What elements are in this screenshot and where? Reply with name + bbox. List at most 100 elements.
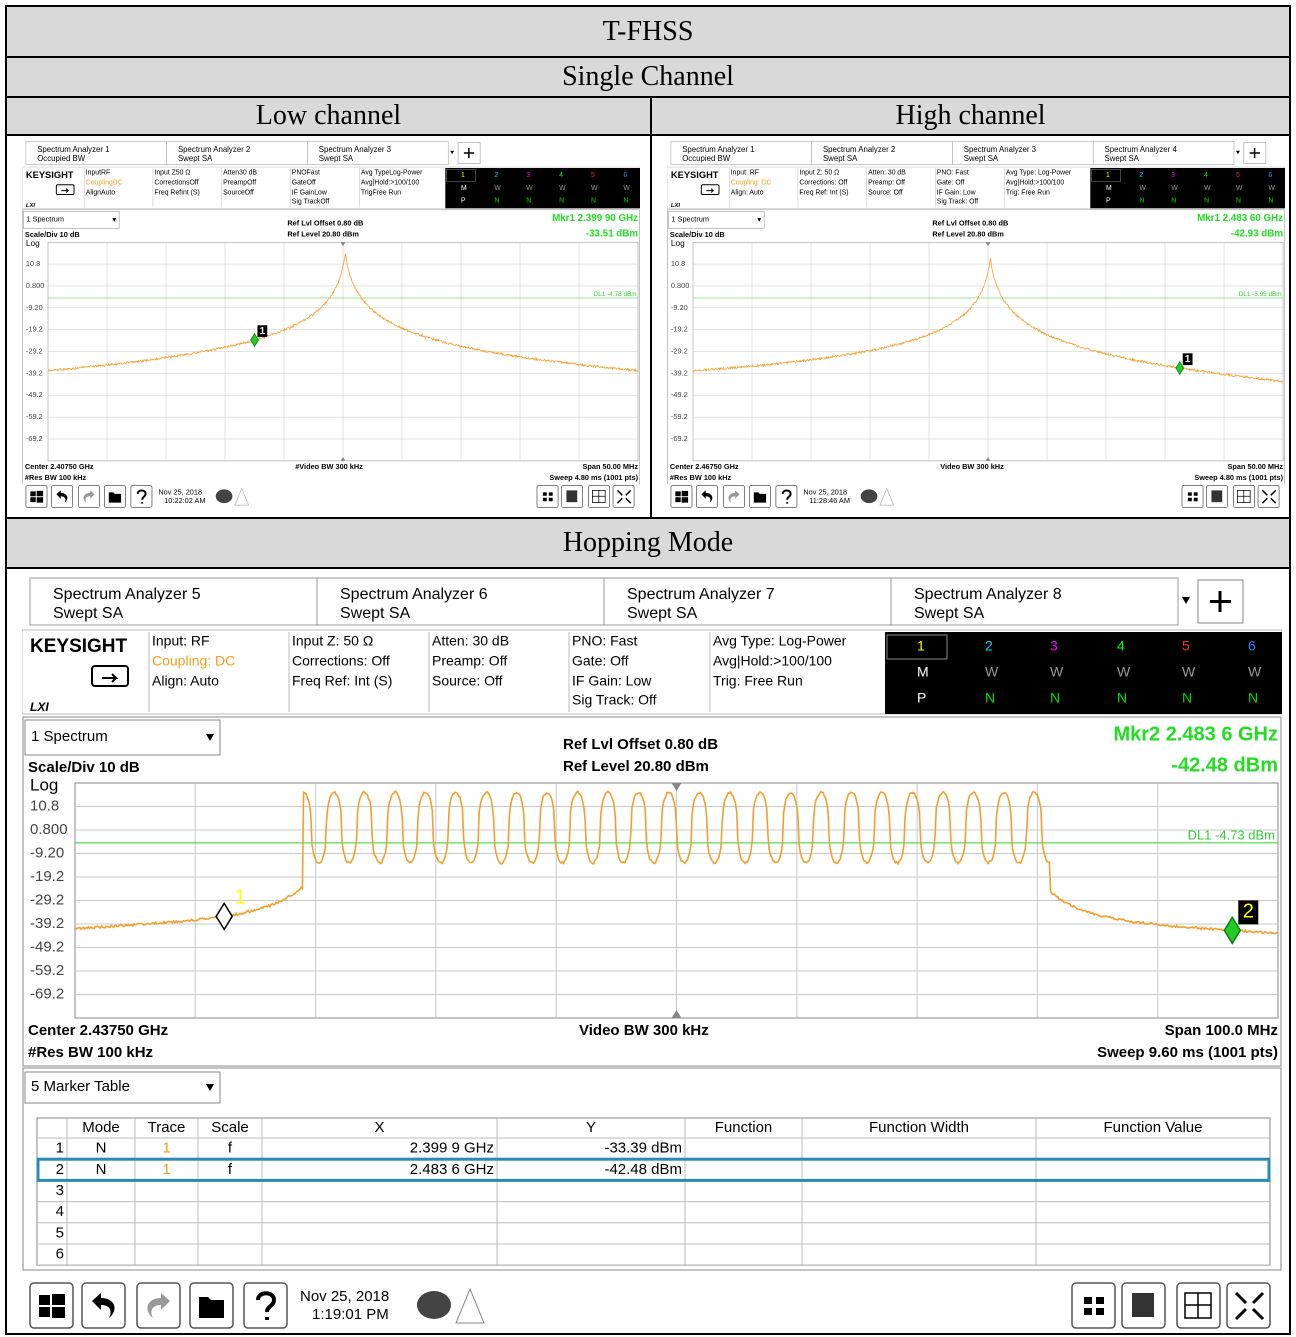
trace-state: P [461, 198, 466, 205]
res-bw: #Res BW 100 kHz [25, 473, 87, 482]
trace-panel [1090, 168, 1285, 209]
y-label: 0.800 [30, 821, 68, 838]
add-icon [1210, 591, 1231, 612]
chat-icon [215, 489, 233, 504]
zoom-icon [1234, 1291, 1265, 1321]
toolbar-button [1181, 485, 1204, 508]
display-icon-arrow [706, 188, 715, 193]
table-header: Function [715, 1119, 773, 1136]
trace-state: P [1106, 198, 1111, 205]
y-label: -59.2 [26, 412, 43, 421]
zoom-icon [1261, 489, 1277, 504]
marker [250, 332, 259, 348]
res-bw: #Res BW 100 kHz [28, 1044, 153, 1061]
y-label: -69.2 [26, 434, 43, 443]
toolbar-button [29, 1282, 74, 1329]
tab-mode: Swept SA [53, 605, 124, 622]
y-label: 10.8 [671, 259, 685, 268]
window-name: 1 Spectrum [26, 215, 64, 224]
marker-readout: -42.93 dBm [1231, 228, 1284, 239]
log-label: Log [30, 775, 58, 794]
trace-state: W [1171, 185, 1178, 192]
setting: Input Z: 50 Ω [799, 170, 839, 177]
section-title: Hopping Mode [562, 527, 734, 558]
trace-number: 3 [526, 172, 530, 179]
trace-state: W [1050, 664, 1064, 680]
display-line-label: DL1 -5.95 dBm [1239, 291, 1282, 298]
marker [1175, 360, 1185, 376]
y-label: -9.20 [30, 844, 64, 861]
span: Span 50.00 MHz [1227, 462, 1283, 471]
tab-mode: Swept SA [340, 605, 411, 622]
tab [890, 577, 1179, 626]
trace-number: 5 [1236, 172, 1240, 179]
trace-number: 2 [985, 638, 993, 654]
trace-state: N [494, 198, 499, 205]
y-label: -69.2 [671, 434, 688, 443]
display-line-label: DL1 -4.73 dBm [1188, 827, 1275, 842]
window-dropdown [23, 211, 120, 229]
table-header: Mode [82, 1119, 120, 1136]
tab-name: Spectrum Analyzer 1 [682, 145, 754, 154]
y-label: 10.8 [26, 259, 40, 268]
ref-level: Ref Level 20.80 dBm [932, 229, 1004, 238]
window-name: 5 Marker Table [31, 1078, 130, 1095]
trace-state: N [1268, 198, 1273, 205]
ref-level: Ref Level 20.80 dBm [287, 229, 359, 238]
tab-name: Spectrum Analyzer 3 [319, 145, 392, 154]
toolbar-button [536, 485, 559, 508]
setting: Avg|Hold:>100/100 [1006, 180, 1064, 187]
table-cell: N [96, 1161, 107, 1178]
tab-mode: Swept SA [964, 154, 999, 163]
warning-icon [455, 1287, 485, 1324]
marker-label-box [1238, 900, 1259, 925]
setting: CorrectionsOff [154, 180, 198, 187]
trace-state: N [591, 198, 596, 205]
help-icon [781, 489, 792, 504]
help-icon [256, 1291, 277, 1320]
display-line-label: DL1 -4.78 dBm [594, 291, 637, 298]
setting: Align: Auto [731, 189, 764, 196]
span: Span 50.00 MHz [582, 462, 638, 471]
y-label: -29.2 [30, 891, 64, 908]
setting: CouplingDC [86, 180, 123, 187]
grid-icon [1237, 490, 1251, 504]
y-label: -9.20 [26, 303, 43, 312]
lxi-logo: LXI [26, 203, 35, 209]
table-header: X [374, 1119, 384, 1136]
trace-state: W [1204, 185, 1211, 192]
trace-state: W [1236, 185, 1243, 192]
tab-name: Spectrum Analyzer 2 [178, 145, 250, 154]
toolbar-button [1257, 485, 1280, 508]
trace-state: N [526, 198, 531, 205]
tab-mode: Swept SA [914, 605, 985, 622]
layout-icon [542, 492, 553, 502]
table-cell: 4 [56, 1203, 64, 1220]
setting: Input: RF [731, 170, 759, 177]
display-icon-arrow [61, 188, 70, 193]
trace-state: P [917, 690, 926, 706]
y-label: -9.20 [671, 303, 688, 312]
setting: Source: Off [868, 189, 903, 196]
setting: IF Gain: Low [572, 673, 652, 689]
trace-state: N [1117, 690, 1127, 706]
scale-label: Scale/Div 10 dB [28, 759, 140, 776]
trace-state: N [559, 198, 564, 205]
trace-panel [445, 168, 640, 209]
tab-name: Spectrum Analyzer 2 [823, 145, 895, 154]
table-cell: 2 [56, 1161, 64, 1178]
toolbar-button [51, 485, 73, 508]
toolbar-button [136, 1282, 181, 1329]
window-name: 1 Spectrum [671, 215, 709, 224]
setting: PNO: Fast [572, 633, 637, 649]
trace-panel [885, 632, 1282, 714]
trace-state: W [591, 185, 598, 192]
zoom-icon [616, 489, 632, 504]
marker [215, 901, 234, 931]
video-bw: #Video BW 300 kHz [295, 462, 363, 471]
tab-mode: Occupied BW [37, 154, 86, 163]
setting: Preamp: Off [432, 653, 507, 669]
table-cell: 3 [56, 1182, 64, 1199]
setting: Avg TypeLog-Power [361, 170, 423, 177]
setting: Sig Track: Off [572, 692, 657, 708]
